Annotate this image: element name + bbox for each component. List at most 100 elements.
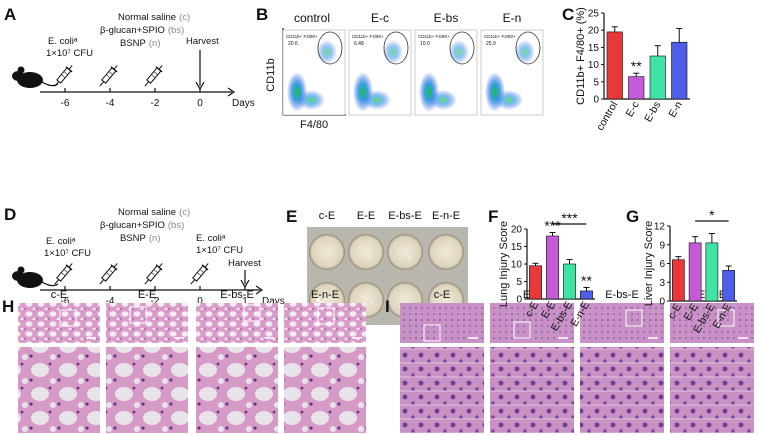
image-label: c-E [434,289,451,301]
flow-plot: E-c CD11b+ F4/80+ 6.48 [348,11,412,116]
y-tick-label: 15 [588,43,600,54]
gate-value: 25.0 [486,41,496,47]
timeline-text: Harvest [228,258,261,269]
bar [671,41,688,100]
y-tick-label: 12 [654,222,666,233]
x-tick-label: E-bs [642,100,663,125]
panel-letter: F [488,207,498,226]
x-tick-label: E-c [624,100,642,120]
code: (c) [179,12,190,23]
y-tick-label: 20 [588,26,600,37]
label: β-glucan+SPIO [100,220,165,231]
y-tick-label: 25 [588,9,600,20]
label: Normal saline [118,207,176,218]
panel-letter: D [4,205,16,224]
y-tick-label: 15 [511,242,523,253]
dish-label: c-E [319,210,336,222]
image-label: E-E [138,289,156,301]
tick-label: -6 [61,98,70,109]
panel-letter: B [256,5,268,24]
timeline-text: BSNP (n) [120,233,161,244]
panel-letter: C [562,5,574,24]
gate-label: CD11b+ F4/80+ [286,34,318,39]
dish-label: E-n-E [432,210,460,222]
plot-title: E-bs [434,11,459,25]
significance: ** [631,58,642,74]
code: (n) [149,233,161,244]
panel-letter: E [286,207,297,226]
y-tick-label: 10 [511,260,523,271]
tick-label: -2 [151,98,160,109]
panel-letter: A [4,5,16,24]
y-tick-label: 0 [659,297,665,308]
tick-label: -2 [151,296,160,307]
y-label: CD11b [265,58,277,91]
label: Normal saline [118,12,176,23]
gate-label: CD11b+ F4/80+ [484,34,516,39]
y-tick-label: 5 [593,77,599,88]
timeline-text: E. coliᵃ [196,233,226,244]
axis-label: Days [262,296,285,307]
plot-title: control [294,11,330,25]
timeline-text: β-glucan+SPIO (bs) [100,220,184,231]
y-tick-label: 0 [516,295,522,306]
dish-label: E-E [357,210,375,222]
y-label: Liver Injury Score [643,221,655,307]
label: BSNP [120,233,146,244]
x-label: F4/80 [300,119,328,131]
y-label: Lung Injury Score [498,221,510,307]
dish-label: E-bs-E [388,210,422,222]
bar [722,270,735,302]
gate-value: 10.0 [420,41,430,47]
label: BSNP [120,38,146,49]
flow-plot: E-bs CD11b+ F4/80+ 10.0 [414,11,478,116]
flow-plot: E-n CD11b+ F4/80+ 25.0 [480,11,544,116]
tick-label: 0 [197,296,203,307]
timeline-ticks: -6 -4 -2 0 1 Days [61,286,285,307]
gate-label: CD11b+ F4/80+ [418,34,450,39]
timeline-ticks: -6 -4 -2 0 Days [61,88,255,109]
tick-label: -6 [61,296,70,307]
significance: ** [581,272,592,288]
timeline-text: Harvest [186,36,219,47]
bar [546,235,559,300]
timeline-text: Normal saline (c) [118,207,190,218]
code: (bs) [168,220,184,231]
significance: * [709,207,715,223]
y-label: CD11b+ F4/80+ (%) [575,7,587,105]
plot-title: E-c [371,11,389,25]
gate-label: CD11b+ F4/80+ [352,34,384,39]
tick-label: 0 [197,98,203,109]
panel-letter: G [626,207,639,226]
panel-letter: I [385,297,390,316]
axis-label: Days [232,98,255,109]
y-tick-label: 6 [659,259,665,270]
plot-title: E-n [503,11,522,25]
bar [628,76,645,100]
gate-value: 20.6 [288,41,298,47]
image-label: E-bs-E [220,289,254,301]
code: (n) [149,38,161,49]
bar [580,290,593,300]
panel-letter: H [2,297,14,316]
tick-label: 1 [242,296,248,307]
image-label: E-bs-E [605,289,639,301]
timeline-text: BSNP (n) [120,38,161,49]
timeline-text: 1×10⁷ CFU [44,248,91,259]
tick-label: -4 [106,296,115,307]
timeline-text: E. coliᵃ [48,36,78,47]
lung-histology: c-E E-E E-bs-E E-n-E [18,289,366,433]
y-tick-label: 10 [588,60,600,71]
bar [606,31,623,100]
significance: *** [561,210,578,226]
y-tick-label: 3 [659,278,665,289]
liver-histology: c-E E-E E-bs-E E-n-E [400,289,754,433]
gate-value: 6.48 [354,41,364,47]
timeline-text: E. coliᵃ [46,236,76,247]
code: (bs) [168,25,184,36]
flow-plot: control CD11b+ F4/80+ 20.6 [282,11,346,116]
bar [672,259,685,302]
timeline-text: 1×10⁷ CFU [196,245,243,256]
significance: *** [544,218,561,234]
